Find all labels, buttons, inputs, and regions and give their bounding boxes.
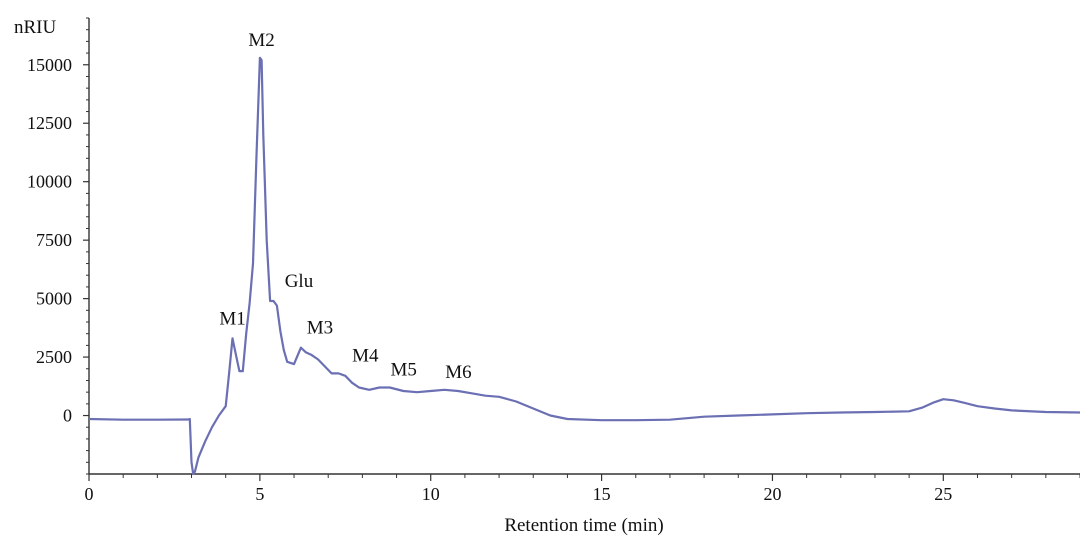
x-tick-label: 25 [934, 484, 952, 504]
y-tick-label: 7500 [36, 230, 72, 250]
peak-label: M2 [248, 30, 274, 51]
peak-label: M5 [391, 359, 417, 380]
y-axis-label: nRIU [14, 17, 57, 38]
y-tick-label: 10000 [27, 172, 72, 192]
x-tick-label: 5 [255, 484, 264, 504]
x-tick-label: 10 [422, 484, 440, 504]
series-line [88, 56, 1080, 476]
x-axis-label: Retention time (min) [504, 515, 663, 536]
x-tick-label: 20 [763, 484, 781, 504]
x-tick-label: 0 [85, 484, 94, 504]
y-ticks: 0 2500 5000 7500 10000 12500 15000 [27, 17, 89, 475]
y-tick-label: 0 [63, 406, 72, 426]
y-tick-label: 15000 [27, 55, 72, 75]
peak-label: M3 [307, 318, 333, 339]
y-tick-label: 5000 [36, 289, 72, 309]
peak-label: M1 [219, 308, 245, 329]
x-ticks: 0 5 10 15 20 25 [85, 474, 1080, 504]
axes [88, 18, 1080, 475]
x-tick-label: 15 [593, 484, 611, 504]
y-tick-label: 2500 [36, 347, 72, 367]
peak-annotations: M1 M2 Glu M3 M4 M5 M6 [219, 30, 471, 383]
peak-label: M6 [445, 362, 471, 383]
y-tick-label: 12500 [27, 113, 72, 133]
peak-label: M4 [352, 345, 379, 366]
peak-label: Glu [285, 271, 314, 292]
